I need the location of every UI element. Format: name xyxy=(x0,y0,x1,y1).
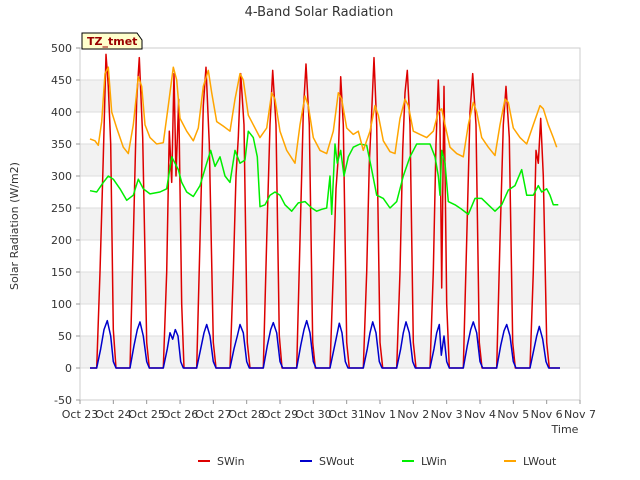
grid-band xyxy=(80,208,580,240)
legend-label-lwin: LWin xyxy=(421,455,447,468)
tz-annotation-box xyxy=(81,32,143,50)
x-tick-label: Nov 4 xyxy=(464,408,496,421)
grid-band xyxy=(80,368,580,400)
x-tick-label: Oct 27 xyxy=(195,408,232,421)
y-tick-label: -50 xyxy=(54,394,72,407)
grid-band xyxy=(80,80,580,112)
y-tick-label: 500 xyxy=(51,42,72,55)
x-tick-label: Oct 25 xyxy=(128,408,165,421)
series-lines xyxy=(89,53,560,369)
y-axis-label: Solar Radiation (W/m2) xyxy=(8,162,21,290)
x-tick-label: Nov 3 xyxy=(431,408,463,421)
y-tick-label: 200 xyxy=(51,234,72,247)
tz-annotation: TZ_tmet xyxy=(81,32,143,50)
y-axis-ticks: -50 0 50 100 150 200 250 300 350 400 450 500 xyxy=(51,42,80,407)
x-tick-label: Oct 28 xyxy=(228,408,265,421)
x-tick-label: Oct 26 xyxy=(162,408,199,421)
x-tick-label: Nov 1 xyxy=(364,408,396,421)
grid-band xyxy=(80,304,580,336)
y-tick-label: 100 xyxy=(51,298,72,311)
y-tick-label: 400 xyxy=(51,106,72,119)
x-tick-label: Nov 6 xyxy=(531,408,563,421)
legend: SWin SWout LWin LWout xyxy=(198,455,557,468)
grid-band xyxy=(80,272,580,304)
series-lwin-line xyxy=(89,130,559,216)
series-swout-line xyxy=(90,319,560,369)
x-tick-label: Nov 2 xyxy=(397,408,429,421)
y-tick-label: 150 xyxy=(51,266,72,279)
x-tick-label: Oct 29 xyxy=(262,408,299,421)
legend-label-swin: SWin xyxy=(217,455,245,468)
x-tick-label: Oct 31 xyxy=(328,408,365,421)
legend-label-lwout: LWout xyxy=(523,455,557,468)
x-tick-label: Oct 30 xyxy=(295,408,332,421)
y-tick-label: 450 xyxy=(51,74,72,87)
series-swin-line xyxy=(90,53,560,369)
y-tick-label: 350 xyxy=(51,138,72,151)
x-axis-label: Time xyxy=(551,423,579,436)
y-tick-label: 50 xyxy=(58,330,72,343)
x-tick-label: Nov 7 xyxy=(564,408,596,421)
x-tick-label: Oct 24 xyxy=(95,408,132,421)
chart-title: 4-Band Solar Radiation xyxy=(245,5,394,20)
grid-band xyxy=(80,48,580,80)
grid-band xyxy=(80,112,580,144)
series-lwout-line xyxy=(89,66,558,164)
legend-label-swout: SWout xyxy=(319,455,355,468)
x-tick-label: Nov 5 xyxy=(497,408,529,421)
y-tick-label: 300 xyxy=(51,170,72,183)
grid-band xyxy=(80,240,580,272)
y-tick-label: 0 xyxy=(65,362,72,375)
x-tick-label: Oct 23 xyxy=(62,408,99,421)
tz-annotation-label: TZ_tmet xyxy=(87,35,137,48)
plot-frame xyxy=(79,47,581,401)
y-tick-label: 250 xyxy=(51,202,72,215)
grid-band xyxy=(80,144,580,176)
